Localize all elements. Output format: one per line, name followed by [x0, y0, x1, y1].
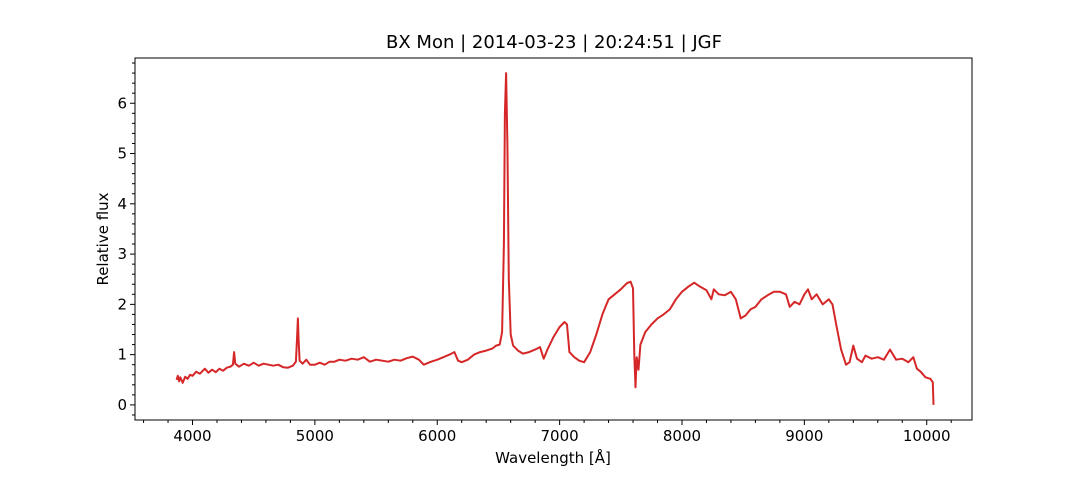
- y-tick-label: 0: [117, 396, 127, 414]
- x-tick-label: 4000: [173, 427, 211, 445]
- plot-frame: [134, 57, 973, 421]
- x-tick-label: 10000: [903, 427, 951, 445]
- x-axis-label: Wavelength [Å]: [495, 448, 611, 467]
- y-tick-label: 3: [117, 245, 127, 263]
- y-tick-label: 1: [117, 346, 127, 364]
- y-tick-label: 4: [117, 195, 127, 213]
- x-tick-label: 7000: [541, 427, 579, 445]
- x-tick-label: 6000: [418, 427, 456, 445]
- x-tick-label: 9000: [785, 427, 823, 445]
- chart-title: BX Mon | 2014-03-23 | 20:24:51 | JGF: [386, 32, 722, 53]
- y-tick-label: 2: [117, 295, 127, 313]
- x-tick-label: 5000: [296, 427, 334, 445]
- spectrum-line: [175, 72, 935, 405]
- x-tick-label: 8000: [663, 427, 701, 445]
- y-tick-label: 6: [117, 94, 127, 112]
- y-tick-label: 5: [117, 145, 127, 163]
- y-axis-label: Relative flux: [94, 192, 112, 285]
